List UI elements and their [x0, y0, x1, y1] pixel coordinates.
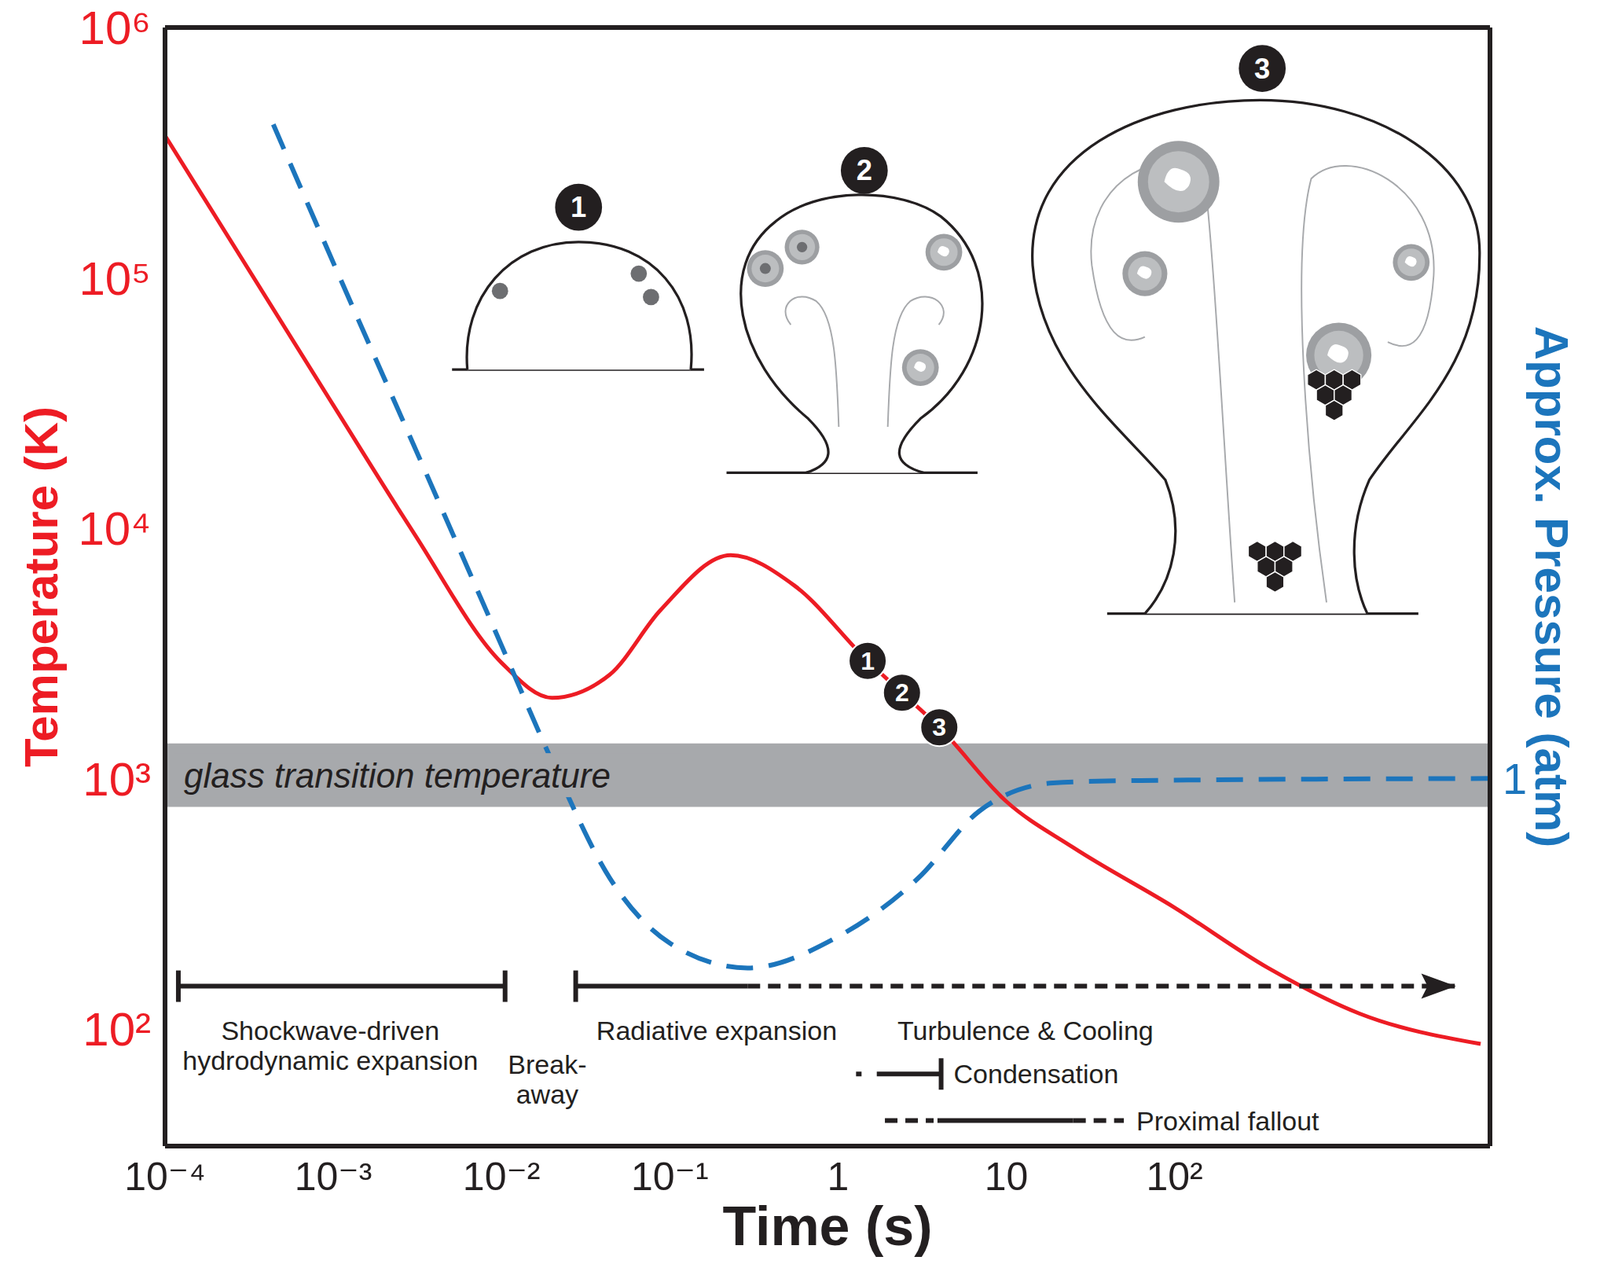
svg-text:2: 2	[895, 678, 910, 707]
svg-text:1: 1	[860, 646, 875, 676]
svg-text:10²: 10²	[82, 1002, 151, 1056]
svg-text:10: 10	[984, 1154, 1029, 1199]
svg-text:Time (s): Time (s)	[722, 1195, 933, 1257]
svg-text:glass transition temperature: glass transition temperature	[183, 755, 611, 795]
svg-text:Temperature (K): Temperature (K)	[14, 406, 68, 767]
svg-text:1: 1	[826, 1154, 849, 1199]
svg-text:10⁻⁴: 10⁻⁴	[124, 1154, 206, 1199]
svg-text:Radiative expansion: Radiative expansion	[596, 1015, 837, 1046]
svg-text:10⁶: 10⁶	[79, 1, 151, 55]
svg-text:1: 1	[570, 190, 587, 224]
svg-text:Break-away: Break-away	[507, 1049, 587, 1109]
svg-text:Turbulence & Cooling: Turbulence & Cooling	[897, 1015, 1154, 1046]
svg-text:10⁻³: 10⁻³	[294, 1154, 373, 1199]
svg-text:Condensation: Condensation	[954, 1058, 1120, 1089]
svg-text:Shockwave-drivenhydrodynamic e: Shockwave-drivenhydrodynamic expansion	[182, 1015, 478, 1075]
svg-text:10⁻²: 10⁻²	[462, 1154, 541, 1199]
svg-text:Approx. Pressure (atm): Approx. Pressure (atm)	[1525, 326, 1578, 848]
svg-text:1: 1	[1502, 753, 1527, 804]
svg-text:10²: 10²	[1145, 1154, 1203, 1199]
svg-text:10⁴: 10⁴	[77, 502, 151, 555]
svg-text:10⁵: 10⁵	[78, 252, 151, 305]
svg-text:10⁻¹: 10⁻¹	[631, 1154, 709, 1199]
svg-text:Proximal fallout: Proximal fallout	[1136, 1105, 1320, 1136]
svg-text:3: 3	[932, 712, 947, 742]
svg-text:2: 2	[856, 154, 873, 187]
svg-text:10³: 10³	[82, 752, 151, 806]
svg-text:3: 3	[1254, 52, 1270, 85]
